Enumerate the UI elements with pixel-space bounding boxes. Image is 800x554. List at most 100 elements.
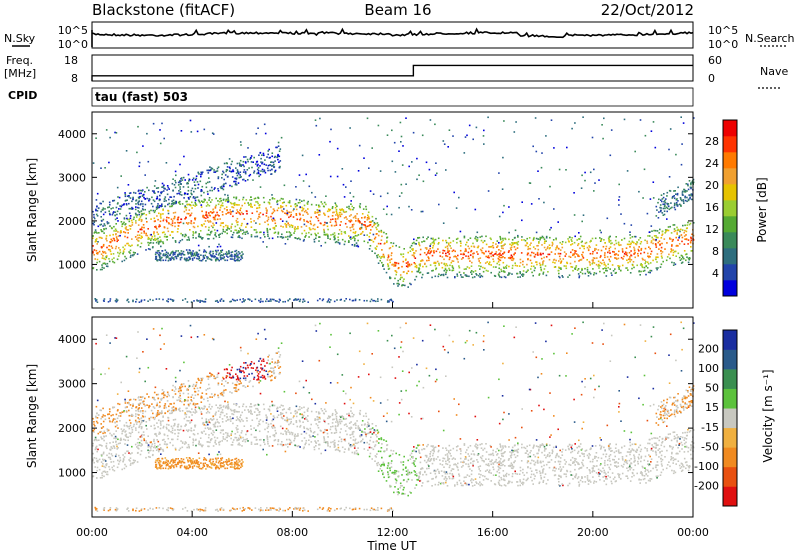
power-cell	[521, 236, 523, 238]
power-cell	[174, 200, 177, 203]
power-cell	[452, 240, 455, 242]
power-cell	[660, 252, 663, 255]
velocity-cell	[368, 428, 371, 431]
power-cell	[532, 252, 535, 254]
power-cell	[142, 145, 144, 147]
power-cell	[272, 227, 275, 229]
power-cell	[384, 242, 386, 245]
power-cell	[101, 246, 103, 248]
power-cell	[213, 229, 216, 231]
power-cell	[206, 190, 209, 193]
velocity-cell	[305, 439, 308, 442]
power-cell	[674, 263, 677, 266]
power-cell	[114, 218, 117, 221]
power-cell	[465, 274, 468, 277]
power-cell	[313, 223, 316, 226]
power-cell	[162, 185, 165, 188]
power-cell	[238, 199, 241, 201]
power-cell	[566, 261, 568, 264]
power-cell	[687, 188, 690, 191]
power-cell	[433, 239, 436, 241]
power-cell	[277, 145, 280, 147]
power-cell	[387, 264, 390, 267]
power-cell	[93, 213, 95, 216]
power-cell	[256, 168, 259, 171]
velocity-cell	[233, 411, 236, 413]
velocity-cell	[136, 446, 138, 448]
power-cell	[276, 203, 279, 206]
power-cell	[187, 189, 190, 192]
power-cell	[468, 267, 471, 269]
power-cell	[314, 211, 316, 213]
power-cell	[348, 207, 350, 210]
velocity-cell	[104, 460, 107, 462]
velocity-cell	[126, 450, 128, 453]
power-cell	[507, 257, 510, 259]
power-cell	[280, 206, 283, 208]
power-cell	[287, 238, 289, 241]
power-cell	[428, 249, 430, 252]
power-cell	[293, 208, 295, 210]
power-cell	[553, 147, 555, 149]
velocity-cell	[131, 429, 134, 431]
power-cell	[150, 239, 152, 242]
power-cell	[236, 224, 239, 226]
velocity-cell	[247, 409, 249, 411]
power-cell	[538, 273, 541, 275]
velocity-cell	[143, 434, 145, 436]
power-cell	[127, 298, 129, 301]
power-cell	[241, 251, 243, 253]
power-cell	[213, 169, 215, 171]
velocity-cell	[609, 443, 611, 445]
power-cell	[510, 246, 513, 249]
power-cell	[223, 178, 225, 181]
colorbar-tick-label: 20	[705, 179, 719, 192]
velocity-cell	[162, 448, 164, 451]
power-cell	[680, 228, 682, 231]
velocity-cell	[536, 471, 538, 474]
velocity-cell	[542, 481, 544, 483]
velocity-cell	[96, 469, 98, 472]
velocity-cell	[257, 409, 259, 411]
power-cell	[647, 235, 649, 237]
power-cell	[555, 237, 557, 240]
power-cell	[222, 188, 225, 191]
power-cell	[564, 255, 567, 257]
power-cell	[137, 196, 140, 199]
velocity-cell	[225, 405, 227, 408]
power-cell	[367, 214, 369, 217]
velocity-cell	[149, 456, 151, 458]
power-cell	[382, 208, 385, 210]
power-cell	[397, 282, 400, 285]
power-cell	[574, 256, 576, 258]
power-cell	[492, 244, 494, 247]
power-cell	[115, 229, 118, 232]
velocity-cell	[448, 477, 451, 480]
velocity-cell	[168, 430, 170, 432]
velocity-cell	[448, 466, 451, 469]
power-cell	[338, 229, 341, 231]
power-cell	[190, 204, 192, 207]
velocity-cell	[622, 466, 624, 468]
power-cell	[185, 234, 187, 237]
power-cell	[270, 165, 273, 167]
power-cell	[272, 208, 275, 210]
power-cell	[626, 254, 629, 257]
power-cell	[690, 186, 693, 189]
power-cell	[260, 161, 262, 163]
power-cell	[208, 197, 211, 199]
velocity-cell	[540, 476, 542, 479]
power-cell	[339, 213, 341, 216]
power-cell	[503, 244, 505, 246]
power-cell	[138, 200, 140, 202]
power-cell	[521, 219, 523, 222]
power-cell	[498, 267, 500, 270]
power-cell	[452, 249, 455, 252]
power-cell	[148, 189, 150, 192]
y-tick-label: 3000	[58, 171, 86, 184]
velocity-cell	[666, 464, 669, 466]
power-cell	[335, 224, 338, 226]
power-cell	[407, 261, 409, 263]
velocity-cell	[671, 452, 673, 455]
power-cell	[462, 257, 464, 259]
